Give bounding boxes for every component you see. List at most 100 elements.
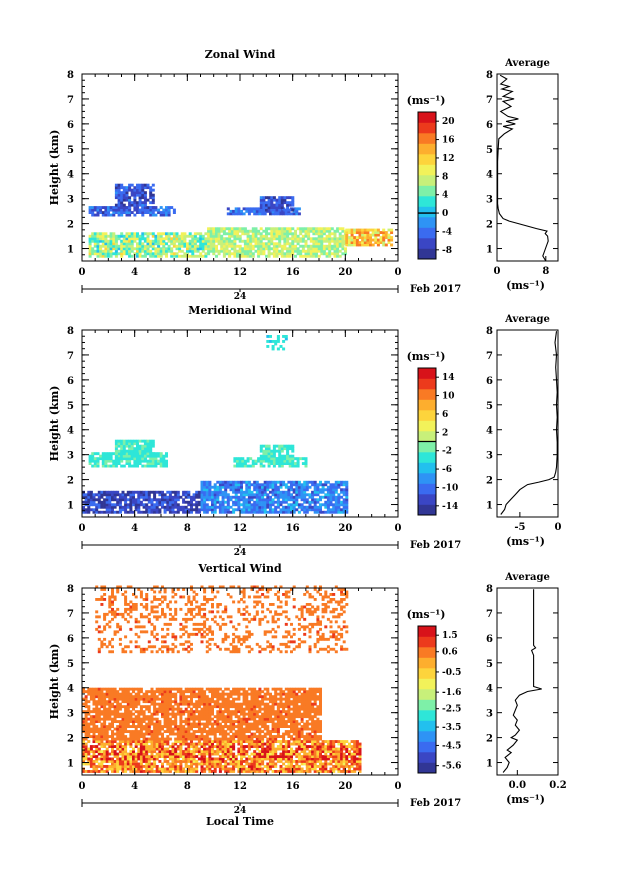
heatmap-cell: [288, 227, 292, 231]
heatmap-cell: [329, 755, 333, 758]
heatmap-cell: [199, 247, 203, 251]
heatmap-cell: [261, 493, 265, 497]
heatmap-cell: [129, 762, 133, 766]
heatmap-cell: [305, 498, 309, 502]
heatmap-cell: [224, 752, 228, 756]
heatmap-cell: [263, 510, 267, 514]
heatmap-cell: [283, 242, 287, 246]
heatmap-cell: [279, 503, 283, 507]
heatmap-cell: [129, 767, 133, 771]
heatmap-cell: [93, 206, 97, 209]
heatmap-cell: [292, 503, 296, 507]
heatmap-cell: [136, 183, 139, 187]
heatmap-cell: [280, 227, 284, 231]
heatmap-cell: [379, 231, 383, 234]
heatmap-cell: [247, 488, 251, 492]
heatmap-cell: [304, 234, 308, 238]
heatmap-cell: [258, 508, 262, 512]
heatmap-cell: [87, 735, 91, 738]
heatmap-cell: [143, 239, 147, 243]
heatmap-cell: [301, 237, 305, 241]
heatmap-cell: [132, 500, 135, 504]
heatmap-cell: [105, 508, 109, 512]
heatmap-cell: [200, 485, 204, 489]
heatmap-cell: [271, 745, 275, 748]
heatmap-cell: [91, 239, 95, 243]
heatmap-cell: [133, 208, 137, 212]
heatmap-cell: [139, 710, 143, 714]
heatmap-cell: [311, 747, 315, 751]
heatmap-cell: [229, 510, 233, 514]
heatmap-cell: [337, 480, 341, 484]
heatmap-cell: [291, 232, 295, 236]
heatmap-cell: [315, 229, 318, 233]
heatmap-cell: [84, 722, 88, 726]
heatmap-cell: [226, 750, 230, 753]
heatmap-cell: [165, 452, 168, 456]
heatmap-cell: [108, 717, 112, 721]
heatmap-cell: [84, 732, 88, 736]
heatmap-cell: [143, 439, 147, 443]
heatmap-cell: [253, 510, 257, 514]
heatmap-cell: [200, 765, 204, 768]
heatmap-cell: [89, 498, 93, 502]
heatmap-cell: [326, 742, 330, 746]
heatmap-cell: [82, 752, 85, 756]
heatmap-cell: [284, 483, 288, 487]
heatmap-cell: [275, 201, 279, 205]
average-x-tick-label: 0: [494, 266, 501, 277]
heatmap-cell: [87, 510, 91, 514]
heatmap-cell: [253, 207, 257, 211]
heatmap-cell: [275, 462, 279, 465]
heatmap-cell: [162, 237, 166, 241]
heatmap-cell: [114, 211, 118, 214]
heatmap-cell: [101, 457, 105, 461]
heatmap-cell: [92, 725, 96, 728]
heatmap-cell: [161, 752, 164, 756]
heatmap-cell: [129, 757, 133, 761]
heatmap-cell: [158, 760, 162, 763]
heatmap-cell: [340, 757, 344, 761]
heatmap-cell: [116, 697, 120, 701]
heatmap-cell: [155, 745, 159, 748]
heatmap-cell: [161, 700, 164, 704]
heatmap-cell: [159, 239, 163, 243]
heatmap-cell: [124, 755, 128, 758]
heatmap-cell: [157, 237, 161, 241]
heatmap-cell: [355, 742, 359, 746]
heatmap-cell: [308, 485, 312, 489]
heatmap-cell: [245, 752, 249, 756]
heatmap-cell: [211, 485, 214, 489]
heatmap-cell: [271, 498, 275, 502]
heatmap-cell: [124, 495, 128, 499]
heatmap-cell: [355, 765, 359, 768]
heatmap-cell: [205, 505, 209, 509]
heatmap-cell: [276, 347, 280, 351]
heatmap-cell: [226, 480, 230, 484]
heatmap-cell: [122, 208, 126, 212]
heatmap-cell: [132, 510, 135, 514]
heatmap-cell: [283, 237, 287, 241]
heatmap-cell: [232, 490, 236, 494]
heatmap-cell: [224, 508, 228, 512]
heatmap-cell: [179, 687, 183, 691]
heatmap-cell: [319, 488, 322, 492]
heatmap-cell: [236, 252, 239, 256]
heatmap-cell: [190, 740, 193, 743]
heatmap-cell: [272, 198, 276, 202]
heatmap-cell: [182, 757, 186, 761]
heatmap-cell: [284, 495, 288, 499]
heatmap-cell: [329, 503, 333, 507]
heatmap-cell: [133, 239, 137, 243]
heatmap-cell: [175, 232, 179, 236]
heatmap-cell: [305, 767, 309, 771]
heatmap-cell: [139, 503, 143, 507]
heatmap-cell: [303, 745, 307, 748]
heatmap-cell: [226, 510, 230, 514]
heatmap-cell: [109, 206, 113, 209]
heatmap-cell: [184, 740, 188, 743]
heatmap-cell: [278, 206, 282, 209]
heatmap-cell: [88, 208, 92, 212]
heatmap-cell: [176, 740, 180, 743]
heatmap-cell: [238, 234, 242, 238]
